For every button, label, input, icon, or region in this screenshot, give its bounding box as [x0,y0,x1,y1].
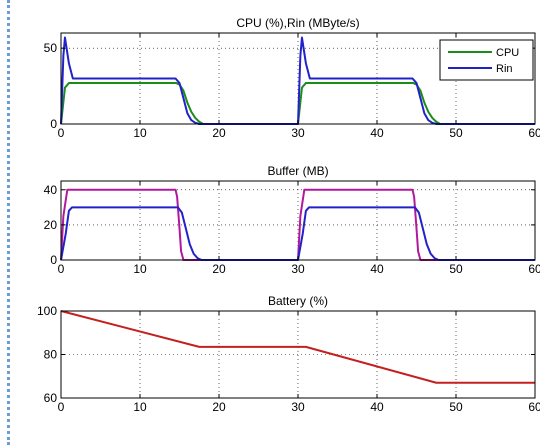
x-tick-label: 50 [449,126,463,140]
chart-panel-1: CPU (%),Rin (MByte/s) 0 10 20 30 40 50 60 0 50 CPU… [44,16,540,140]
y-tick-label: 80 [44,348,58,362]
y-tick-label: 60 [44,391,58,405]
series-line-3-1 [60,310,535,384]
legend-label-cpu: CPU [496,47,519,59]
x-tick-label: 60 [528,400,540,414]
x-tick-label: 40 [370,400,384,414]
chart-panel-2: Buffer (MB) 0 10 20 30 40 50 60 0 20 40 [44,164,540,276]
x-tick-label: 0 [58,400,65,414]
y-tick-label: 0 [50,117,57,131]
x-tick-label: 60 [528,126,540,140]
dotted-border-line [7,0,10,445]
y-tick-label: 40 [44,183,58,197]
legend-box [439,39,534,81]
y-tick-label: 50 [44,41,58,55]
y-tick-label: 20 [44,218,58,232]
x-tick-label: 30 [291,262,305,276]
x-tick-label: 20 [212,262,226,276]
x-tick-label: 0 [58,126,65,140]
x-tick-label: 10 [133,400,147,414]
x-tick-label: 10 [133,126,147,140]
x-tick-label: 60 [528,262,540,276]
x-tick-label: 50 [449,262,463,276]
x-tick-label: 10 [133,262,147,276]
legend: CPU Rin [439,39,534,81]
chart-panel-3: Battery (%) 0 10 20 30 40 50 60 60 80 100 [37,294,540,414]
x-tick-label: 0 [58,262,65,276]
x-tick-label: 30 [291,400,305,414]
x-tick-label: 20 [212,400,226,414]
chart-title: Buffer (MB) [267,164,328,178]
x-tick-label: 50 [449,400,463,414]
x-tick-label: 40 [370,126,384,140]
x-tick-label: 40 [370,262,384,276]
x-tick-label: 30 [291,126,305,140]
y-tick-label: 0 [50,253,57,267]
legend-label-rin: Rin [496,63,513,75]
x-tick-label: 20 [212,126,226,140]
chart-title: Battery (%) [268,294,328,308]
y-tick-label: 100 [37,304,57,318]
chart-title: CPU (%),Rin (MByte/s) [236,16,359,30]
